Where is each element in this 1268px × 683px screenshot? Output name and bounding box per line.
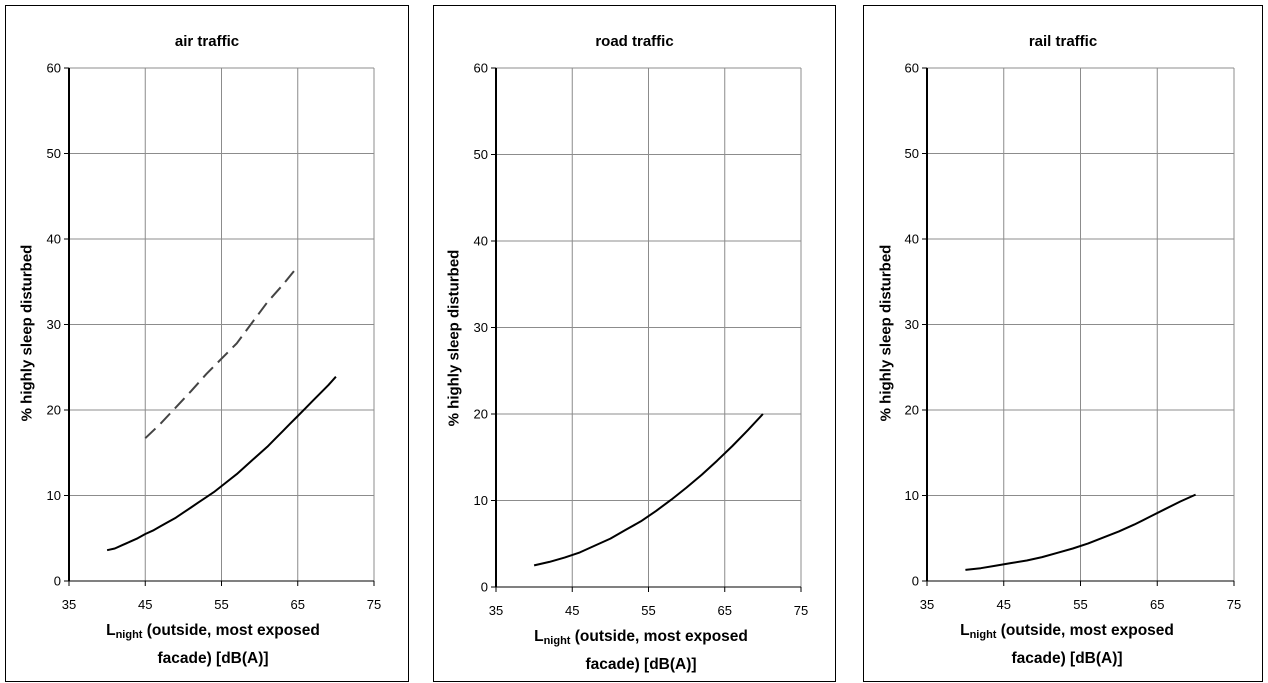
y-tick-label: 50 [474,147,488,162]
y-tick-label: 10 [905,488,919,503]
y-tick-label: 10 [47,488,61,503]
x-axis-label-line2: facade) [dB(A)] [585,656,697,673]
x-axis-label-main: L [534,628,544,645]
x-tick-label: 35 [62,597,76,612]
y-tick-label: 40 [905,232,919,247]
x-axis-label-rest: (outside, most exposed [996,622,1174,639]
x-tick-label: 45 [997,597,1011,612]
y-tick-label: 20 [474,407,488,422]
data-series-line [106,376,337,552]
chart-panel-air: air traffic % highly sleep disturbed 35 4… [5,5,409,682]
y-tick-label: 60 [474,61,488,76]
y-tick-label: 40 [474,234,488,249]
x-axis-label: Lnight (outside, most exposed facade) [d… [894,619,1240,670]
x-tick-label: 65 [291,597,305,612]
x-tick-label: 75 [367,597,381,612]
x-tick-label: 35 [489,603,503,618]
chart-title: road traffic [595,33,674,50]
plot-area-rail: 35 45 55 65 75 0 10 20 30 40 50 60 [905,61,1242,613]
x-tick-label: 55 [641,603,655,618]
y-tick-label: 30 [905,317,919,332]
y-tick-label: 50 [47,146,61,161]
x-axis-label-main: L [106,622,116,639]
y-tick-label: 0 [54,574,61,589]
plot-area-air: 35 45 55 65 75 0 10 20 30 40 50 60 [47,61,382,613]
chart-title: rail traffic [1028,33,1098,50]
y-tick-label: 20 [905,403,919,418]
y-tick-label: 50 [905,146,919,161]
y-tick-label: 30 [47,317,61,332]
x-axis-label-line2: facade) [dB(A)] [157,650,269,667]
y-tick-label: 60 [905,61,919,76]
y-tick-label: 60 [47,61,61,76]
chart-title: air traffic [174,33,240,50]
chart-panel-rail: rail traffic % highly sleep disturbed 35… [863,5,1263,682]
plot-area-road: 35 45 55 65 75 0 10 20 30 40 50 60 [474,61,809,619]
y-tick-label: 0 [481,580,488,595]
x-tick-label: 45 [138,597,152,612]
x-axis-label: Lnight (outside, most exposed facade) [d… [40,619,386,670]
data-series-line-dashed [144,265,299,439]
y-tick-label: 0 [912,574,919,589]
x-tick-label: 35 [920,597,934,612]
x-axis-label-sub: night [115,629,143,641]
x-axis-label-sub: night [969,629,997,641]
x-axis-label-rest: (outside, most exposed [570,628,748,645]
data-series-line [533,413,764,567]
x-axis-label-line2: facade) [dB(A)] [1011,650,1123,667]
x-tick-label: 75 [1227,597,1241,612]
data-series-line [965,493,1197,571]
x-axis-label-rest: (outside, most exposed [142,622,320,639]
x-axis-label-main: L [960,622,970,639]
x-axis-label-sub: night [543,635,571,647]
x-tick-label: 55 [214,597,228,612]
x-tick-label: 65 [718,603,732,618]
x-axis-label: Lnight (outside, most exposed facade) [d… [468,625,814,676]
x-tick-label: 55 [1073,597,1087,612]
x-tick-label: 45 [565,603,579,618]
y-tick-label: 40 [47,232,61,247]
chart-panel-road: road traffic % highly sleep disturbed 35… [433,5,836,682]
y-tick-label: 10 [474,493,488,508]
x-tick-label: 75 [794,603,808,618]
y-tick-label: 20 [47,403,61,418]
x-tick-label: 65 [1150,597,1164,612]
y-tick-label: 30 [474,320,488,335]
